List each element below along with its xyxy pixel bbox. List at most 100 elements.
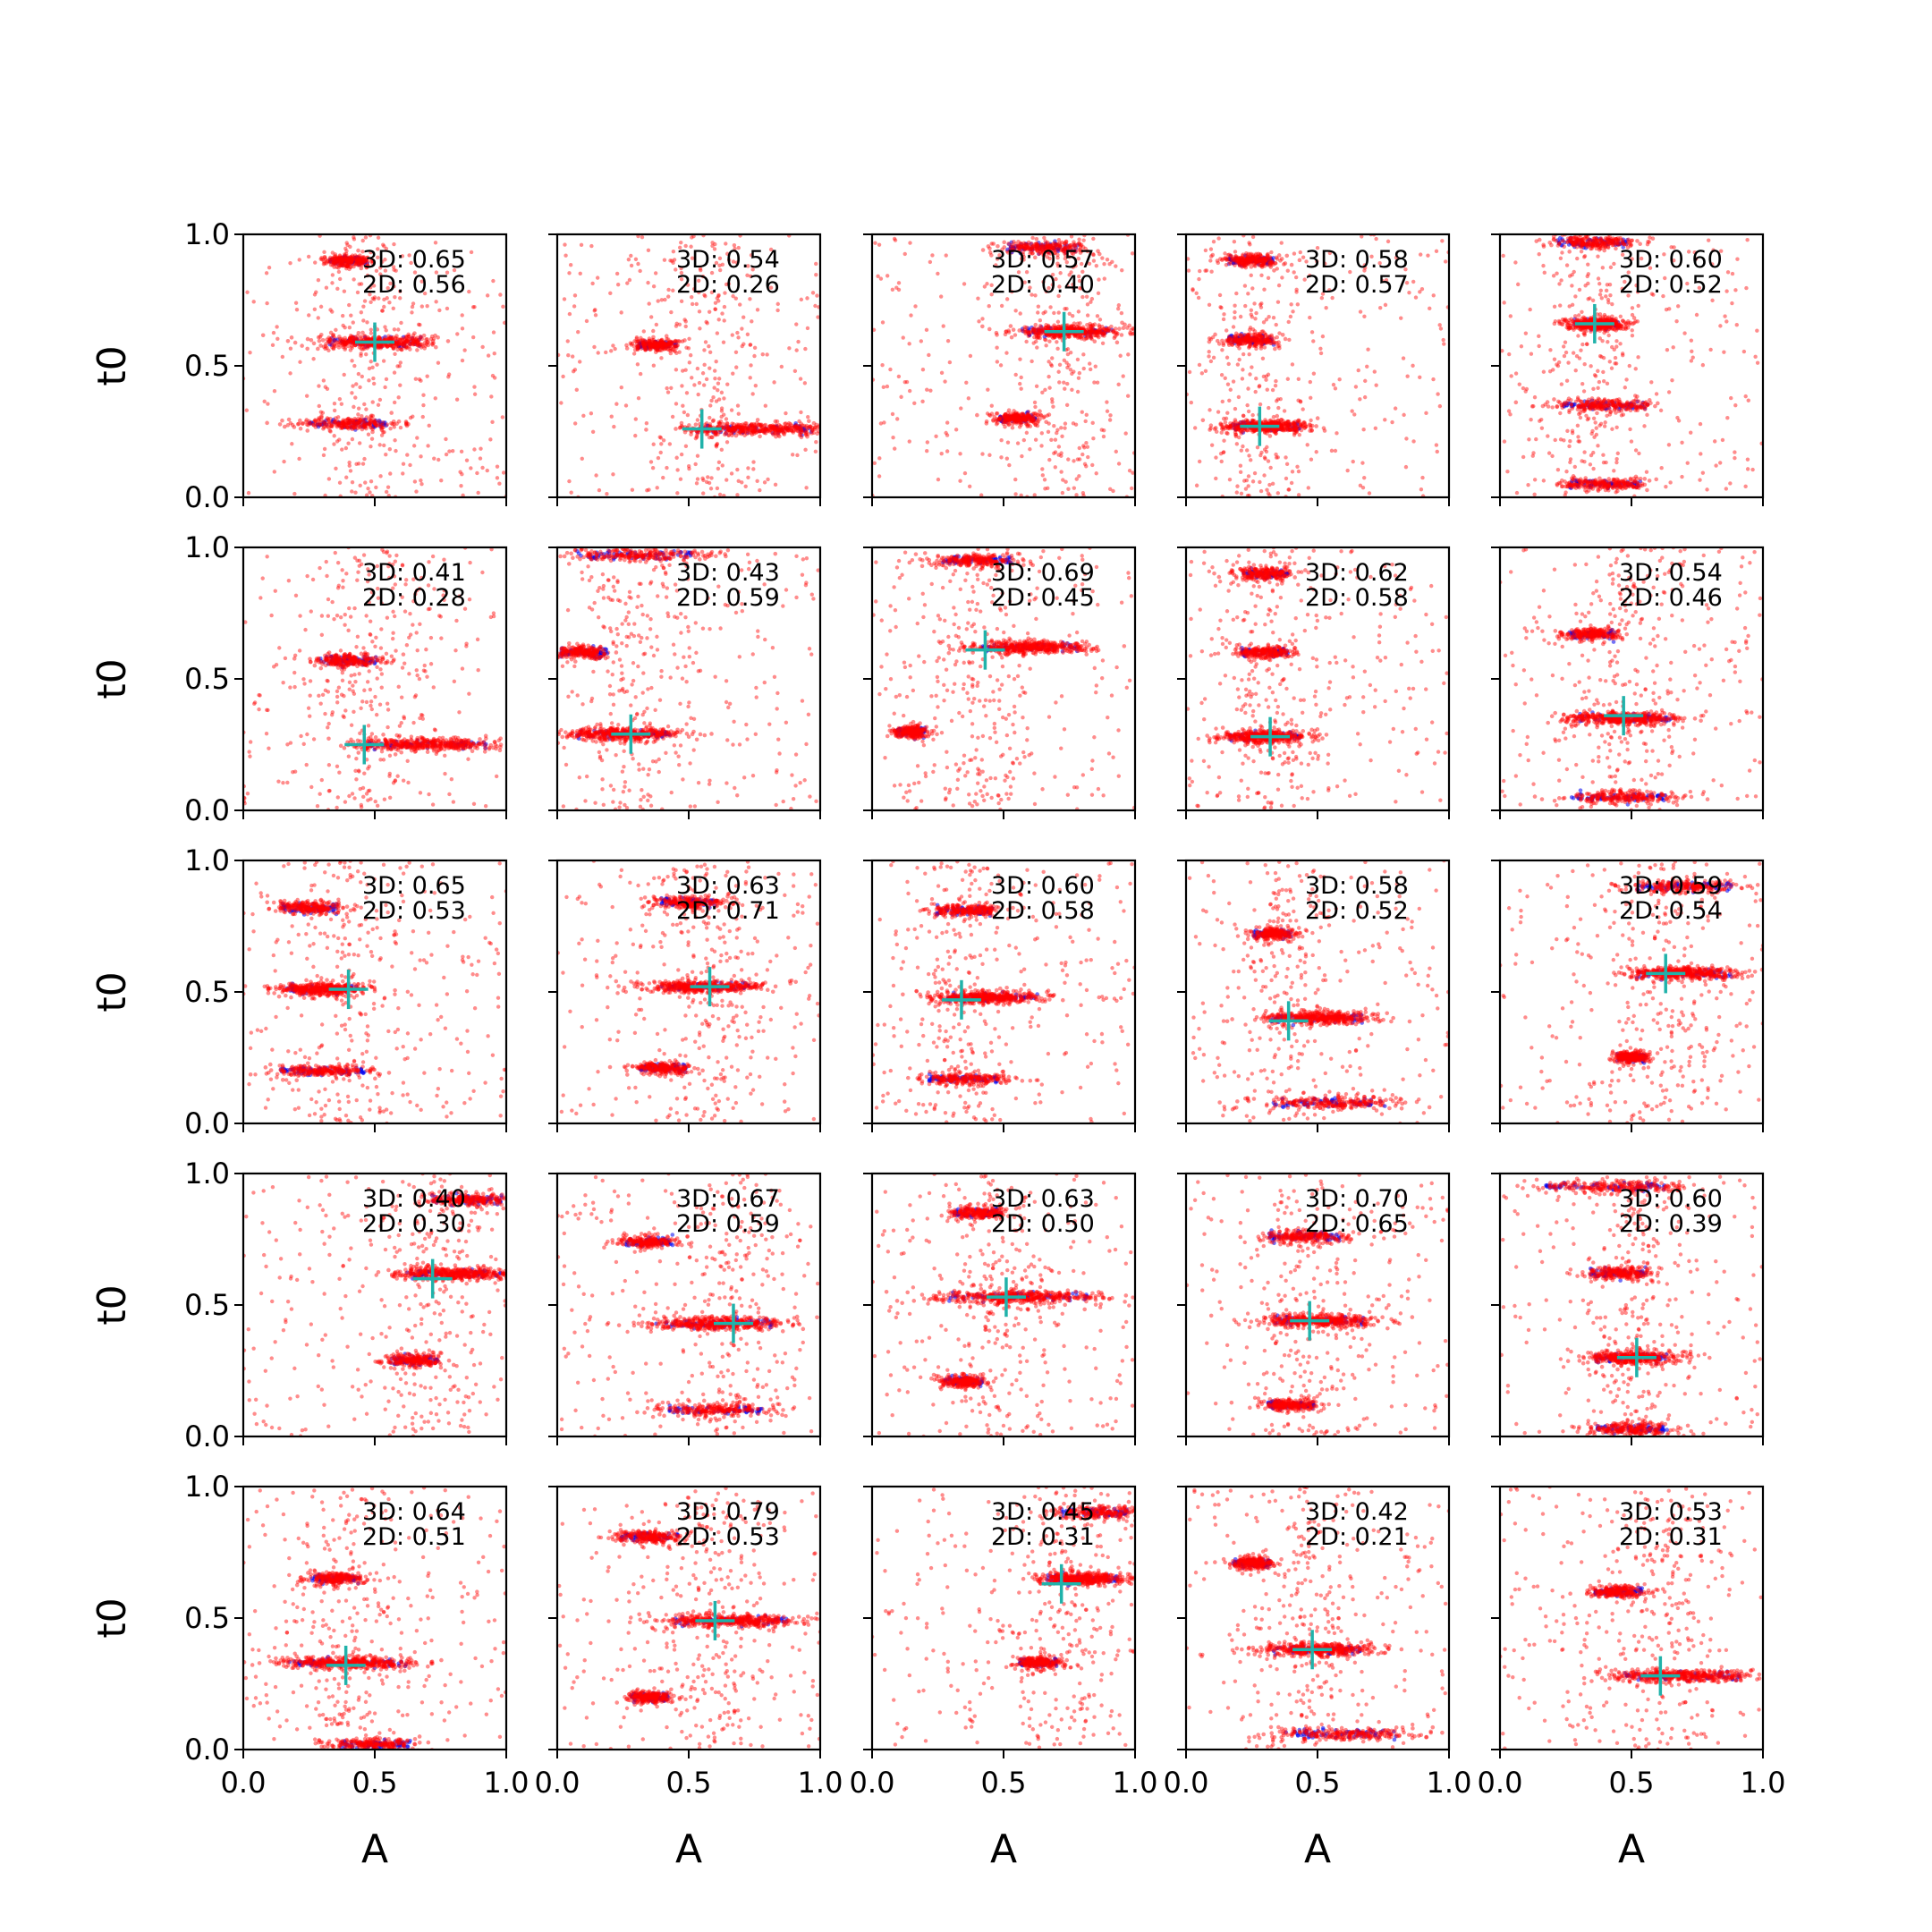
scatter-point [362, 425, 367, 430]
scatter-point [410, 341, 415, 345]
scatter-point [1191, 288, 1195, 292]
scatter-point [433, 333, 437, 338]
scatter-point [596, 351, 600, 355]
scatter-point [452, 267, 457, 273]
scatter-point [730, 427, 735, 432]
scatter-point [328, 341, 333, 346]
scatter-point [411, 301, 416, 306]
scatter-point [1013, 477, 1018, 482]
scatter-point [387, 343, 393, 348]
scatter-point [411, 444, 417, 448]
scatter-point [334, 257, 339, 261]
scatter-point [1241, 368, 1245, 372]
scatter-point [943, 379, 947, 384]
scatter-point-blue [412, 342, 418, 347]
scatter-point [928, 259, 933, 265]
scatter-point [1065, 347, 1071, 352]
scatter-point [347, 423, 352, 428]
scatter-point [730, 433, 734, 438]
scatter-point [348, 265, 353, 269]
scatter-point [614, 402, 619, 406]
scatter-point [1095, 380, 1100, 385]
scatter-point [388, 343, 393, 348]
scatter-point [726, 282, 731, 286]
scatter-point [1233, 309, 1237, 315]
scatter-point [724, 478, 729, 482]
scatter-point [399, 320, 403, 326]
scatter-point [723, 432, 727, 437]
scatter-point [346, 343, 352, 349]
scatter-point [370, 296, 376, 301]
scatter-point [741, 428, 746, 433]
scatter-point [347, 418, 352, 423]
scatter-point [322, 255, 327, 260]
scatter-point [985, 411, 990, 416]
scatter-point [402, 336, 407, 342]
scatter-point [373, 420, 378, 426]
scatter-point [357, 263, 361, 267]
scatter-point [677, 245, 682, 250]
scatter-point [1245, 448, 1250, 453]
scatter-point [634, 342, 640, 346]
scatter-point [730, 428, 734, 432]
scatter-point [673, 338, 678, 343]
scatter-point [725, 382, 730, 386]
scatter-point [1032, 411, 1037, 416]
scatter-point [1197, 459, 1202, 464]
scatter-point [1233, 250, 1238, 254]
scatter-point [1050, 283, 1055, 287]
scatter-point [647, 341, 652, 345]
scatter-point [412, 342, 418, 347]
scatter-point [678, 477, 683, 481]
scatter-point [659, 337, 665, 343]
scatter-point [1292, 251, 1297, 256]
scatter-point [750, 428, 754, 433]
scatter-point [490, 419, 495, 425]
scatter-point [799, 425, 803, 430]
scatter-point [369, 413, 374, 418]
scatter-point [768, 428, 774, 433]
scatter-point [1065, 365, 1070, 370]
scatter-point [798, 377, 803, 381]
scatter-point [1054, 276, 1058, 282]
scatter-point [804, 486, 809, 490]
scatter-point [330, 344, 335, 350]
scatter-point [733, 427, 737, 431]
scatter-point [395, 347, 400, 352]
scatter-point [370, 427, 376, 432]
scatter-point [1004, 297, 1010, 301]
scatter-point [1329, 448, 1335, 453]
scatter-point [786, 428, 792, 433]
scatter-point [786, 428, 791, 432]
estimate-marker [1044, 311, 1084, 352]
scatter-point [653, 347, 658, 352]
scatter-point [1267, 482, 1272, 487]
scatter-point [650, 342, 655, 347]
scatter-point [661, 341, 666, 346]
scatter-point [632, 339, 637, 343]
scatter-point [725, 425, 731, 430]
scatter-point [772, 431, 777, 436]
scatter-point-blue [711, 430, 716, 435]
scatter-point [352, 416, 358, 421]
scatter-point [1091, 251, 1096, 257]
scatter-point [768, 247, 774, 252]
scatter-point [414, 335, 419, 340]
scatter-point [1055, 261, 1060, 266]
scatter-point [318, 335, 323, 339]
scatter-point [364, 265, 369, 269]
scatter-point [881, 385, 886, 390]
scatter-point [653, 340, 657, 344]
scatter-point-blue [640, 343, 644, 347]
scatter-point [1301, 407, 1305, 411]
scatter-point [364, 258, 369, 264]
scatter-point [999, 455, 1004, 460]
scatter-point [1096, 291, 1101, 296]
scatter-point [307, 421, 312, 426]
scatter-point [646, 248, 651, 252]
scatter-point [745, 428, 750, 434]
scatter-point [340, 425, 344, 429]
scatter-point [647, 338, 652, 343]
scatter-point [747, 430, 752, 435]
scatter-point [344, 264, 350, 269]
